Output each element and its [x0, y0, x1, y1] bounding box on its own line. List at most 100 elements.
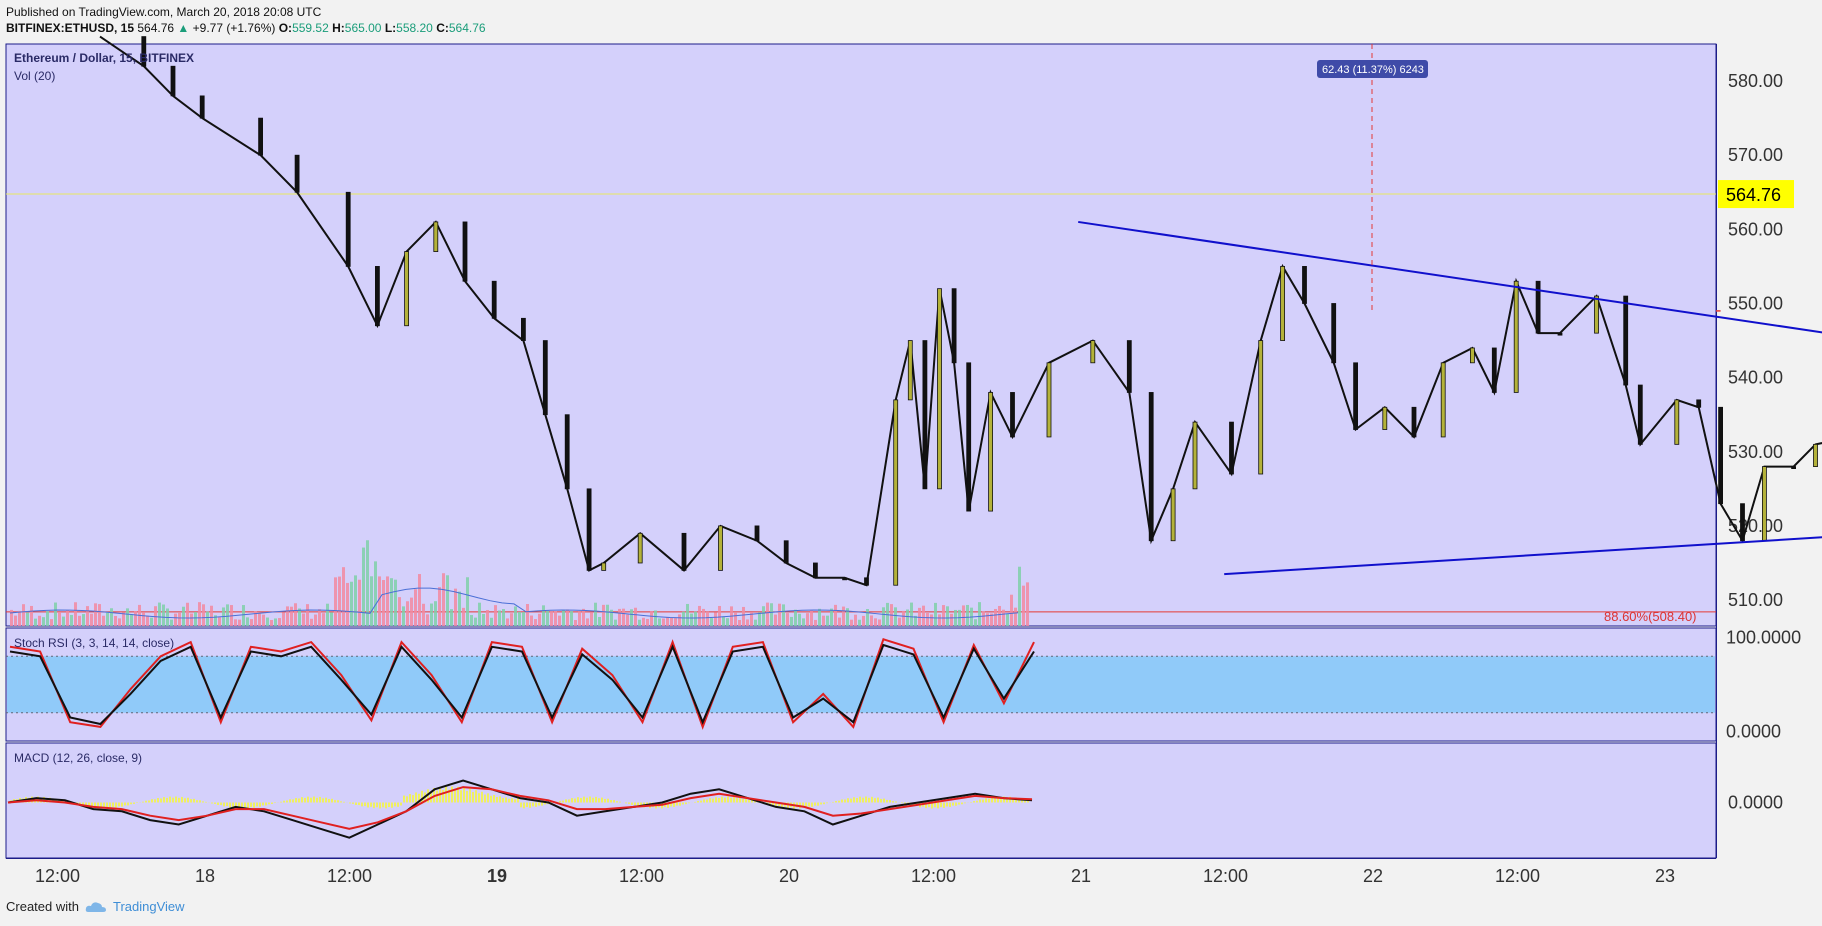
candle — [1674, 399, 1680, 445]
macd-histogram-bar — [331, 798, 333, 803]
macd-histogram-bar — [526, 802, 528, 808]
volume-bar — [862, 615, 865, 626]
candle — [1762, 466, 1767, 542]
volume-bar — [546, 610, 549, 626]
macd-histogram-bar — [520, 802, 522, 808]
macd-histogram-bar — [856, 798, 858, 803]
macd-histogram-bar — [250, 802, 252, 807]
volume-bar — [718, 605, 721, 626]
close-value: 564.76 — [448, 21, 486, 35]
macd-histogram-bar — [748, 799, 750, 803]
volume-bar — [474, 617, 477, 626]
macd-histogram-bar — [781, 802, 783, 808]
volume-bar — [30, 605, 33, 626]
macd-histogram-bar — [193, 798, 195, 803]
volume-bar — [310, 618, 313, 626]
candle — [681, 532, 687, 571]
macd-histogram-bar — [412, 795, 414, 803]
macd-histogram-bar — [676, 802, 678, 806]
macd-histogram-bar — [985, 798, 987, 803]
volume-bar — [662, 618, 665, 626]
macd-histogram-bar — [199, 800, 201, 803]
tradingview-brand[interactable]: TradingView — [112, 899, 185, 914]
macd-histogram-bar — [847, 798, 849, 803]
volume-bar — [510, 613, 513, 626]
open-label: O: — [278, 21, 293, 35]
price-tick-label: 510.00 — [1728, 590, 1783, 610]
macd-histogram-bar — [880, 798, 882, 803]
macd-histogram-bar — [370, 802, 372, 807]
volume-bar — [134, 611, 137, 626]
macd-histogram-bar — [961, 802, 963, 805]
volume-bar — [794, 609, 797, 626]
time-tick-label: 12:00 — [1203, 866, 1248, 886]
volume-bar — [558, 615, 561, 626]
volume-bar — [194, 612, 197, 626]
macd-histogram-bar — [901, 802, 903, 804]
macd-histogram-bar — [379, 802, 381, 809]
volume-bar — [422, 603, 425, 626]
macd-histogram-bar — [1024, 799, 1026, 803]
volume-bar — [830, 608, 833, 626]
macd-histogram-bar — [337, 800, 339, 803]
macd-histogram-bar — [733, 796, 735, 803]
volume-bar — [86, 606, 89, 626]
volume-bar — [354, 575, 357, 626]
macd-histogram-bar — [949, 802, 951, 807]
stoch-line — [9, 643, 1035, 726]
volume-bar — [298, 608, 301, 626]
trendline — [1224, 536, 1822, 576]
volume-bar — [914, 615, 917, 626]
macd-histogram-bar — [682, 802, 684, 805]
volume-bar — [726, 618, 729, 626]
last-price: 564.76 — [137, 21, 175, 35]
macd-histogram-bar — [262, 802, 264, 806]
volume-bar — [118, 618, 121, 626]
macd-histogram-bar — [640, 802, 642, 806]
candle — [1594, 295, 1599, 334]
macd-histogram-bar — [175, 796, 177, 803]
tradingview-cloud-icon — [85, 901, 106, 912]
volume-bar — [514, 606, 517, 626]
volume-bar — [894, 607, 897, 626]
macd-histogram-bar — [598, 798, 600, 803]
macd-histogram-bar — [451, 786, 453, 803]
candle — [1229, 421, 1234, 475]
volume-bar — [550, 611, 553, 626]
volume-bar — [570, 611, 573, 626]
volume-bar — [582, 608, 585, 626]
volume-bar — [994, 608, 997, 626]
volume-bar — [54, 602, 57, 626]
volume-bar — [998, 605, 1001, 626]
volume-bar — [846, 608, 849, 626]
volume-bar — [614, 619, 617, 626]
macd-histogram-bar — [322, 798, 324, 803]
macd-histogram-bar — [877, 797, 879, 803]
volume-bar — [406, 601, 409, 626]
volume-bar — [878, 619, 881, 626]
macd-histogram-bar — [367, 802, 369, 808]
volume-bar — [810, 610, 813, 626]
volume-bar — [538, 613, 541, 626]
macd-histogram-bar — [415, 792, 417, 803]
price-tick-label: 540.00 — [1728, 368, 1783, 388]
volume-bar — [978, 602, 981, 626]
macd-histogram-bar — [244, 802, 246, 808]
candle — [1126, 340, 1132, 393]
macd-histogram-bar — [802, 802, 804, 808]
macd-histogram-bar — [811, 802, 813, 807]
volume-bar — [922, 605, 925, 626]
volume-bar — [690, 613, 693, 626]
volume-bar — [782, 604, 785, 626]
target-measure-box — [1317, 60, 1428, 78]
volume-bar — [826, 615, 829, 626]
macd-histogram-bar — [679, 802, 681, 806]
macd-histogram-bar — [991, 797, 993, 803]
candle — [718, 525, 723, 571]
macd-histogram-bar — [418, 793, 420, 803]
volume-bar — [162, 604, 165, 626]
volume-bar — [22, 604, 25, 626]
macd-histogram-bar — [778, 802, 780, 806]
candle — [199, 95, 205, 119]
